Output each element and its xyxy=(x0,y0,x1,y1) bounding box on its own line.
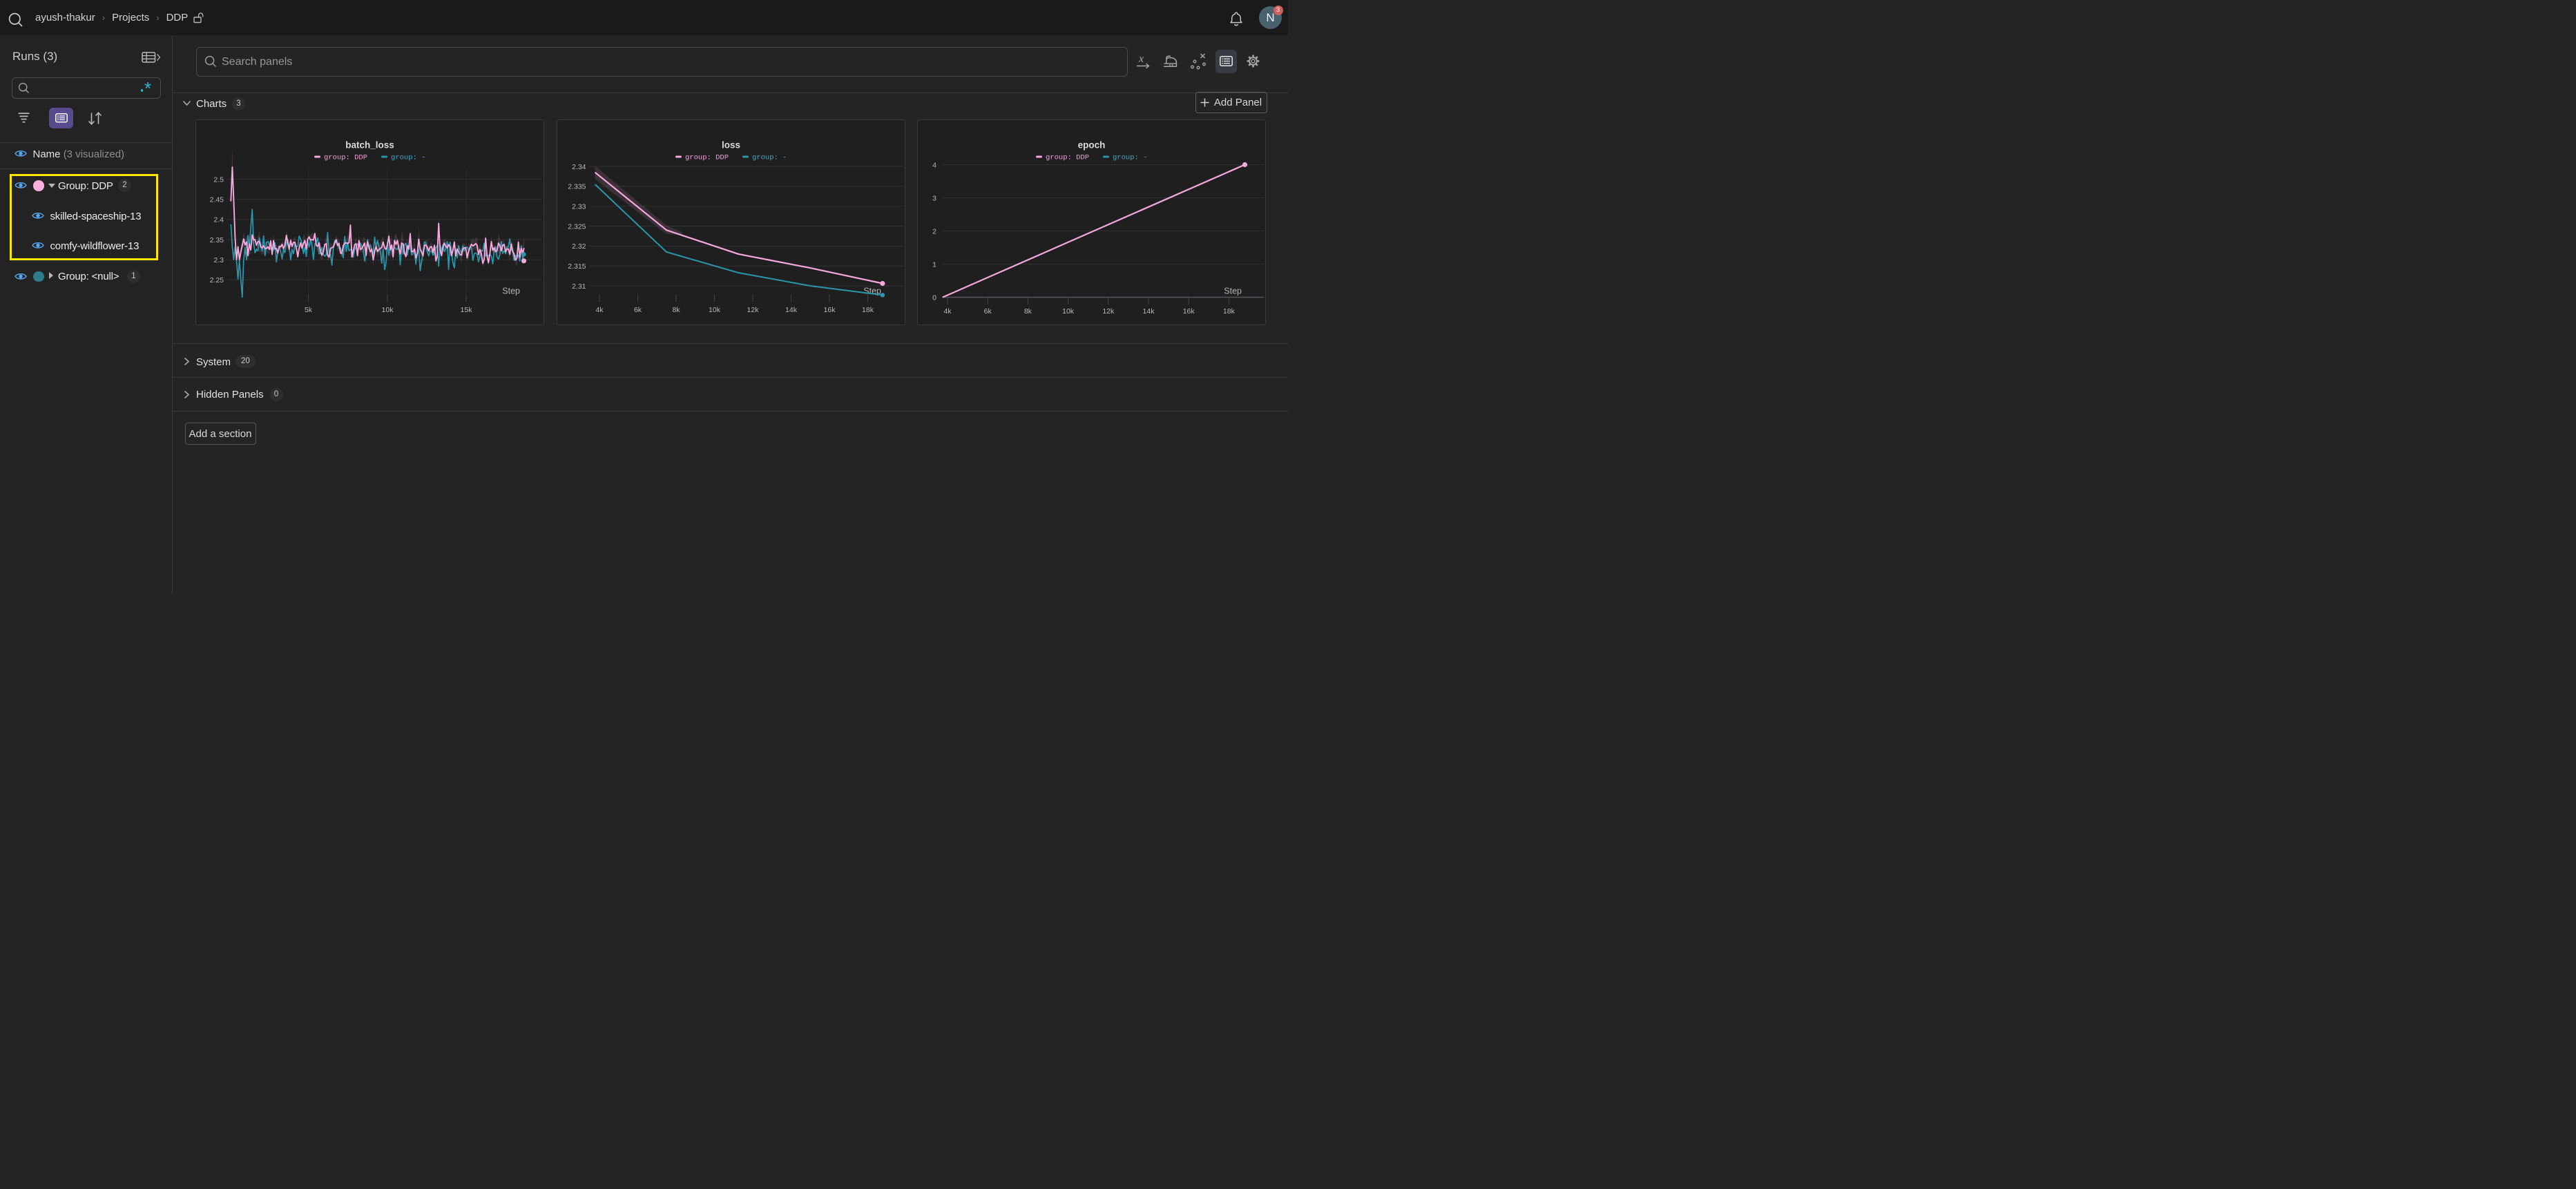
svg-text:8k: 8k xyxy=(1023,307,1032,316)
svg-text:16k: 16k xyxy=(1182,307,1195,316)
svg-text:2.25: 2.25 xyxy=(210,276,224,284)
svg-text:18k: 18k xyxy=(862,306,874,314)
svg-text:2.31: 2.31 xyxy=(572,282,586,290)
svg-text:2.5: 2.5 xyxy=(213,175,224,184)
svg-text:group: DDP: group: DDP xyxy=(324,153,367,162)
svg-text:2.325: 2.325 xyxy=(568,222,586,231)
svg-text:2.3: 2.3 xyxy=(213,255,224,264)
svg-text:group: -: group: - xyxy=(1113,153,1147,162)
svg-text:group: -: group: - xyxy=(391,153,425,162)
svg-text:15k: 15k xyxy=(461,306,473,314)
svg-text:loss: loss xyxy=(721,139,740,150)
svg-text:0: 0 xyxy=(932,293,936,302)
svg-text:2.4: 2.4 xyxy=(213,215,224,224)
svg-text:epoch: epoch xyxy=(1077,139,1105,150)
svg-text:6k: 6k xyxy=(983,307,992,316)
svg-text:6k: 6k xyxy=(633,306,642,314)
svg-text:batch_loss: batch_loss xyxy=(345,139,394,150)
svg-text:2.33: 2.33 xyxy=(572,202,586,211)
svg-text:group: DDP: group: DDP xyxy=(685,153,729,162)
svg-text:group: DDP: group: DDP xyxy=(1046,153,1089,162)
svg-text:4k: 4k xyxy=(595,306,604,314)
svg-text:2.45: 2.45 xyxy=(210,195,224,204)
svg-text:12k: 12k xyxy=(1102,307,1115,316)
svg-text:1: 1 xyxy=(932,260,936,269)
svg-text:3: 3 xyxy=(932,194,936,202)
svg-text:12k: 12k xyxy=(747,306,759,314)
svg-text:16k: 16k xyxy=(823,306,836,314)
svg-text:4k: 4k xyxy=(943,307,952,316)
svg-text:2.315: 2.315 xyxy=(568,262,586,271)
svg-text:18k: 18k xyxy=(1222,307,1235,316)
svg-text:4: 4 xyxy=(932,161,936,169)
svg-text:14k: 14k xyxy=(785,306,798,314)
svg-text:2.34: 2.34 xyxy=(572,162,586,171)
svg-text:10k: 10k xyxy=(1062,307,1075,316)
svg-text:x: x xyxy=(1138,53,1144,65)
svg-text:Step: Step xyxy=(1224,286,1242,296)
svg-text:group: -: group: - xyxy=(752,153,787,162)
svg-text:2.335: 2.335 xyxy=(568,182,586,191)
svg-text:8k: 8k xyxy=(672,306,680,314)
svg-text:2.35: 2.35 xyxy=(210,235,224,244)
svg-text:10k: 10k xyxy=(382,306,394,314)
svg-text:Step: Step xyxy=(502,286,520,296)
svg-text:2.32: 2.32 xyxy=(572,242,586,251)
svg-text:10k: 10k xyxy=(709,306,721,314)
svg-text:14k: 14k xyxy=(1142,307,1155,316)
svg-text:2: 2 xyxy=(932,227,936,235)
svg-text:5k: 5k xyxy=(305,306,313,314)
